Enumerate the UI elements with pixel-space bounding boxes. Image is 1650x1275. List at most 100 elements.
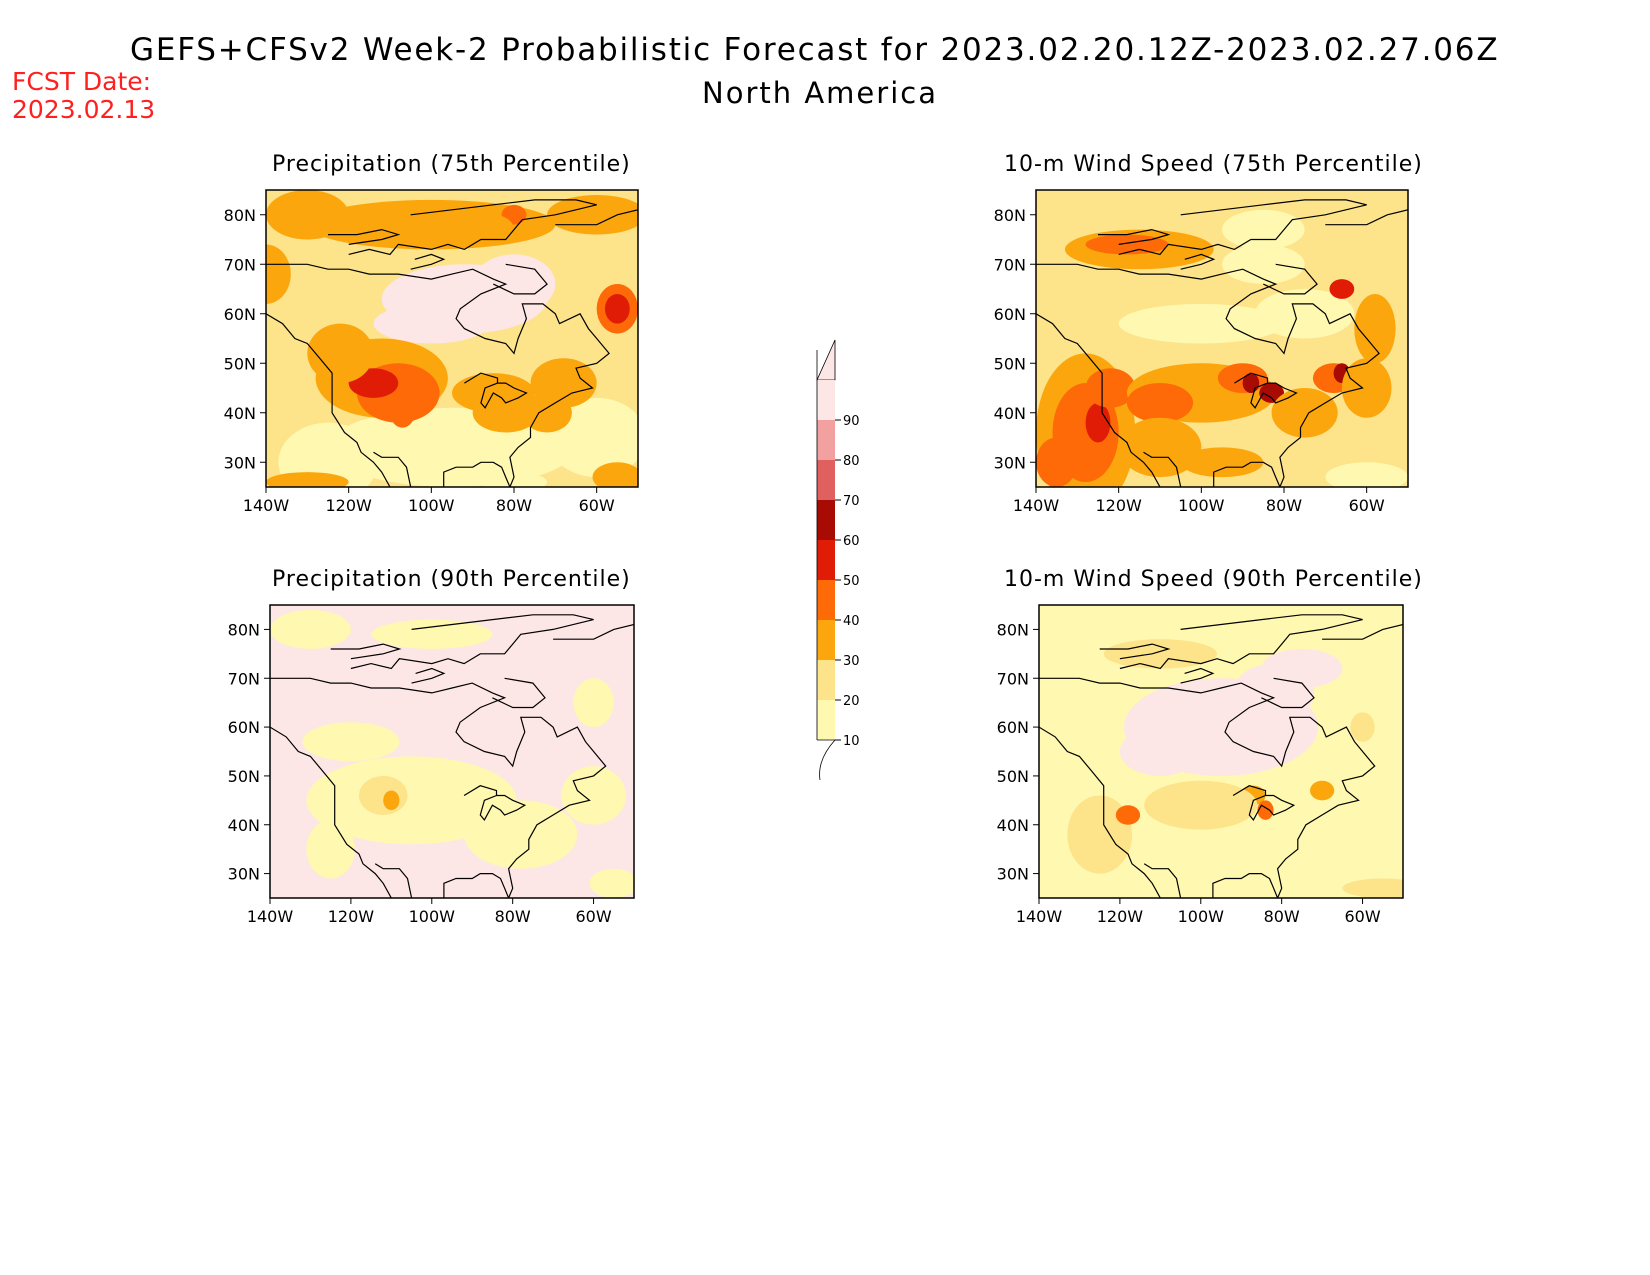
coastline — [1325, 209, 1408, 226]
probability-region — [1341, 358, 1392, 418]
coastline — [553, 623, 634, 640]
map-frame — [1038, 604, 1404, 899]
coastline — [1036, 313, 1161, 487]
coastline — [373, 451, 412, 487]
probability-region — [1329, 279, 1355, 299]
coastline — [1180, 667, 1215, 684]
coastline — [266, 313, 391, 487]
y-tick-label: 40N — [994, 404, 1026, 423]
colorbar-bottom-cap — [817, 739, 836, 781]
probability-region — [604, 293, 630, 324]
y-tick-label: 40N — [997, 816, 1029, 835]
coastline — [374, 863, 413, 898]
coastline — [443, 872, 510, 898]
probability-region — [480, 472, 548, 487]
probability-region — [1115, 805, 1141, 825]
coastline — [1234, 372, 1298, 409]
coastline — [492, 677, 546, 709]
coastline — [270, 677, 607, 898]
probability-region — [522, 392, 572, 433]
x-tick-label: 140W — [243, 496, 290, 515]
y-tick-label: 50N — [997, 767, 1029, 786]
colorbar-swatch — [817, 620, 835, 660]
y-tick-label: 80N — [997, 620, 1029, 639]
coastline — [1119, 614, 1363, 670]
y-tick-label: 30N — [994, 453, 1026, 472]
y-tick-label: 80N — [994, 206, 1026, 225]
coastline — [555, 209, 638, 226]
coastline — [348, 199, 597, 256]
panel-title-precip90: Precipitation (90th Percentile) — [272, 567, 631, 592]
coastline — [330, 643, 402, 660]
coastline — [270, 726, 392, 898]
x-tick-label: 60W — [579, 496, 615, 515]
colorbar-label: 90 — [843, 414, 860, 429]
x-tick-label: 140W — [1013, 496, 1060, 515]
panel-title-wind75: 10-m Wind Speed (75th Percentile) — [1004, 152, 1423, 177]
x-tick-label: 120W — [325, 496, 372, 515]
probability-region — [1119, 727, 1201, 776]
coastline — [1232, 785, 1296, 821]
probability-region — [1085, 402, 1111, 443]
probability-region — [1067, 795, 1133, 874]
colorbar-label: 10 — [843, 734, 860, 749]
x-tick-label: 100W — [1178, 907, 1225, 926]
coastline — [443, 461, 511, 487]
y-tick-label: 70N — [997, 669, 1029, 688]
coastline — [328, 228, 401, 245]
probability-region — [1342, 878, 1403, 898]
panel-title-wind90: 10-m Wind Speed (90th Percentile) — [1004, 567, 1423, 592]
y-tick-label: 70N — [224, 255, 256, 274]
x-tick-label: 120W — [328, 907, 375, 926]
probability-region — [1271, 388, 1338, 438]
figure-region: North America — [702, 76, 938, 110]
y-tick-label: 70N — [228, 669, 260, 688]
map-frame — [265, 189, 639, 488]
probability-region — [589, 868, 634, 898]
colorbar-swatch — [817, 420, 835, 460]
coastline — [1098, 228, 1171, 245]
colorbar-swatch — [817, 500, 835, 540]
coastline — [350, 614, 594, 670]
y-tick-label: 60N — [228, 718, 260, 737]
probability-region — [306, 819, 355, 879]
panel-title-precip75: Precipitation (75th Percentile) — [272, 152, 631, 177]
forecast-date: FCST Date: 2023.02.13 — [12, 68, 155, 124]
colorbar-label: 30 — [843, 654, 860, 669]
colorbar-label: 80 — [843, 454, 860, 469]
probability-region — [266, 244, 291, 304]
coastline — [463, 785, 527, 821]
coastline — [1099, 643, 1171, 660]
coastline — [1261, 677, 1315, 709]
coastline — [1039, 726, 1161, 898]
colorbar-swatch — [817, 660, 835, 700]
probability-region — [302, 722, 400, 762]
figure-title: GEFS+CFSv2 Week-2 Probabilistic Forecast… — [130, 32, 1500, 68]
probability-region — [390, 397, 415, 428]
colorbar-label: 50 — [843, 574, 860, 589]
probability-region — [1180, 447, 1264, 478]
probability-region — [1085, 234, 1169, 255]
colorbar-label: 60 — [843, 534, 860, 549]
probability-region — [1261, 648, 1343, 689]
y-tick-label: 80N — [224, 206, 256, 225]
colorbar-label: 70 — [843, 494, 860, 509]
coastline — [493, 263, 548, 295]
coastline — [411, 667, 446, 684]
y-tick-label: 30N — [224, 453, 256, 472]
map-frame — [1035, 189, 1409, 488]
coastline — [1263, 263, 1318, 295]
x-tick-label: 80W — [495, 907, 531, 926]
forecast-date-value: 2023.02.13 — [12, 95, 156, 124]
x-tick-label: 100W — [1178, 496, 1225, 515]
map-panel-wind90: 80N 70N 60N 50N 40N 30N 140W 120W 100W 80W 60W — [997, 604, 1404, 926]
colorbar-swatch — [817, 380, 835, 420]
y-tick-label: 30N — [997, 865, 1029, 884]
probability-region — [573, 678, 614, 728]
colorbar-swatch — [817, 540, 835, 580]
y-tick-label: 50N — [224, 354, 256, 373]
coastline — [1322, 623, 1403, 640]
coastline — [1213, 461, 1281, 487]
y-tick-label: 80N — [228, 620, 260, 639]
